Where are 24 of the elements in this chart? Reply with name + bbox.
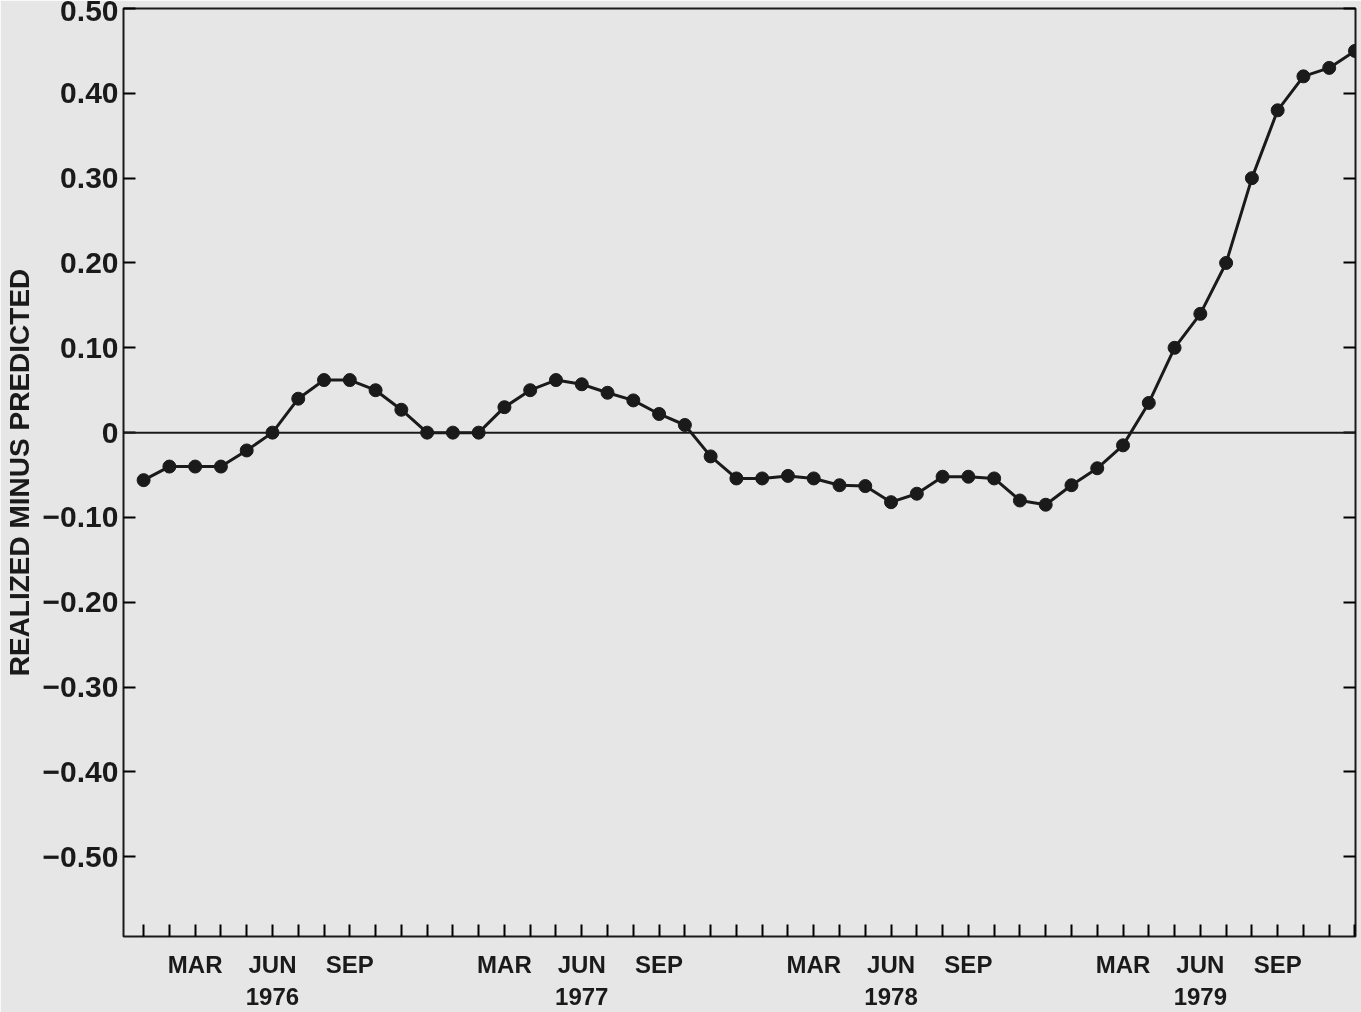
x-tick-label: SEP [325, 950, 374, 978]
y-tick-label: −0.40 [42, 754, 119, 788]
x-tick-label: JUN 1979 [1173, 950, 1228, 1010]
x-tick-label: SEP [635, 950, 684, 978]
y-tick-label: 0.10 [60, 330, 119, 364]
y-tick-label: −0.10 [42, 500, 119, 534]
y-tick-label: 0.20 [60, 245, 119, 279]
y-tick-label: −0.20 [42, 585, 119, 619]
x-tick-label: MAR [477, 950, 532, 978]
y-tick-label: −0.30 [42, 670, 119, 704]
x-tick-label: JUN 1976 [245, 950, 300, 1010]
y-tick-label: 0 [101, 415, 119, 449]
x-tick-label: JUN 1977 [555, 950, 609, 1010]
y-tick-label: −0.50 [42, 839, 119, 873]
y-tick-label: 0.40 [60, 76, 119, 110]
x-tick-label: JUN 1978 [864, 950, 918, 1010]
y-tick-label: 0.50 [60, 0, 119, 27]
y-tick-label: 0.30 [60, 161, 119, 195]
x-tick-label: MAR [786, 950, 842, 978]
x-tick-label: MAR [1095, 950, 1151, 978]
x-tick-label: SEP [1253, 950, 1302, 978]
x-tick-label: SEP [944, 950, 993, 978]
x-tick-label: MAR [167, 950, 223, 978]
y-axis-title: REALIZED MINUS PREDICTED [3, 268, 35, 677]
